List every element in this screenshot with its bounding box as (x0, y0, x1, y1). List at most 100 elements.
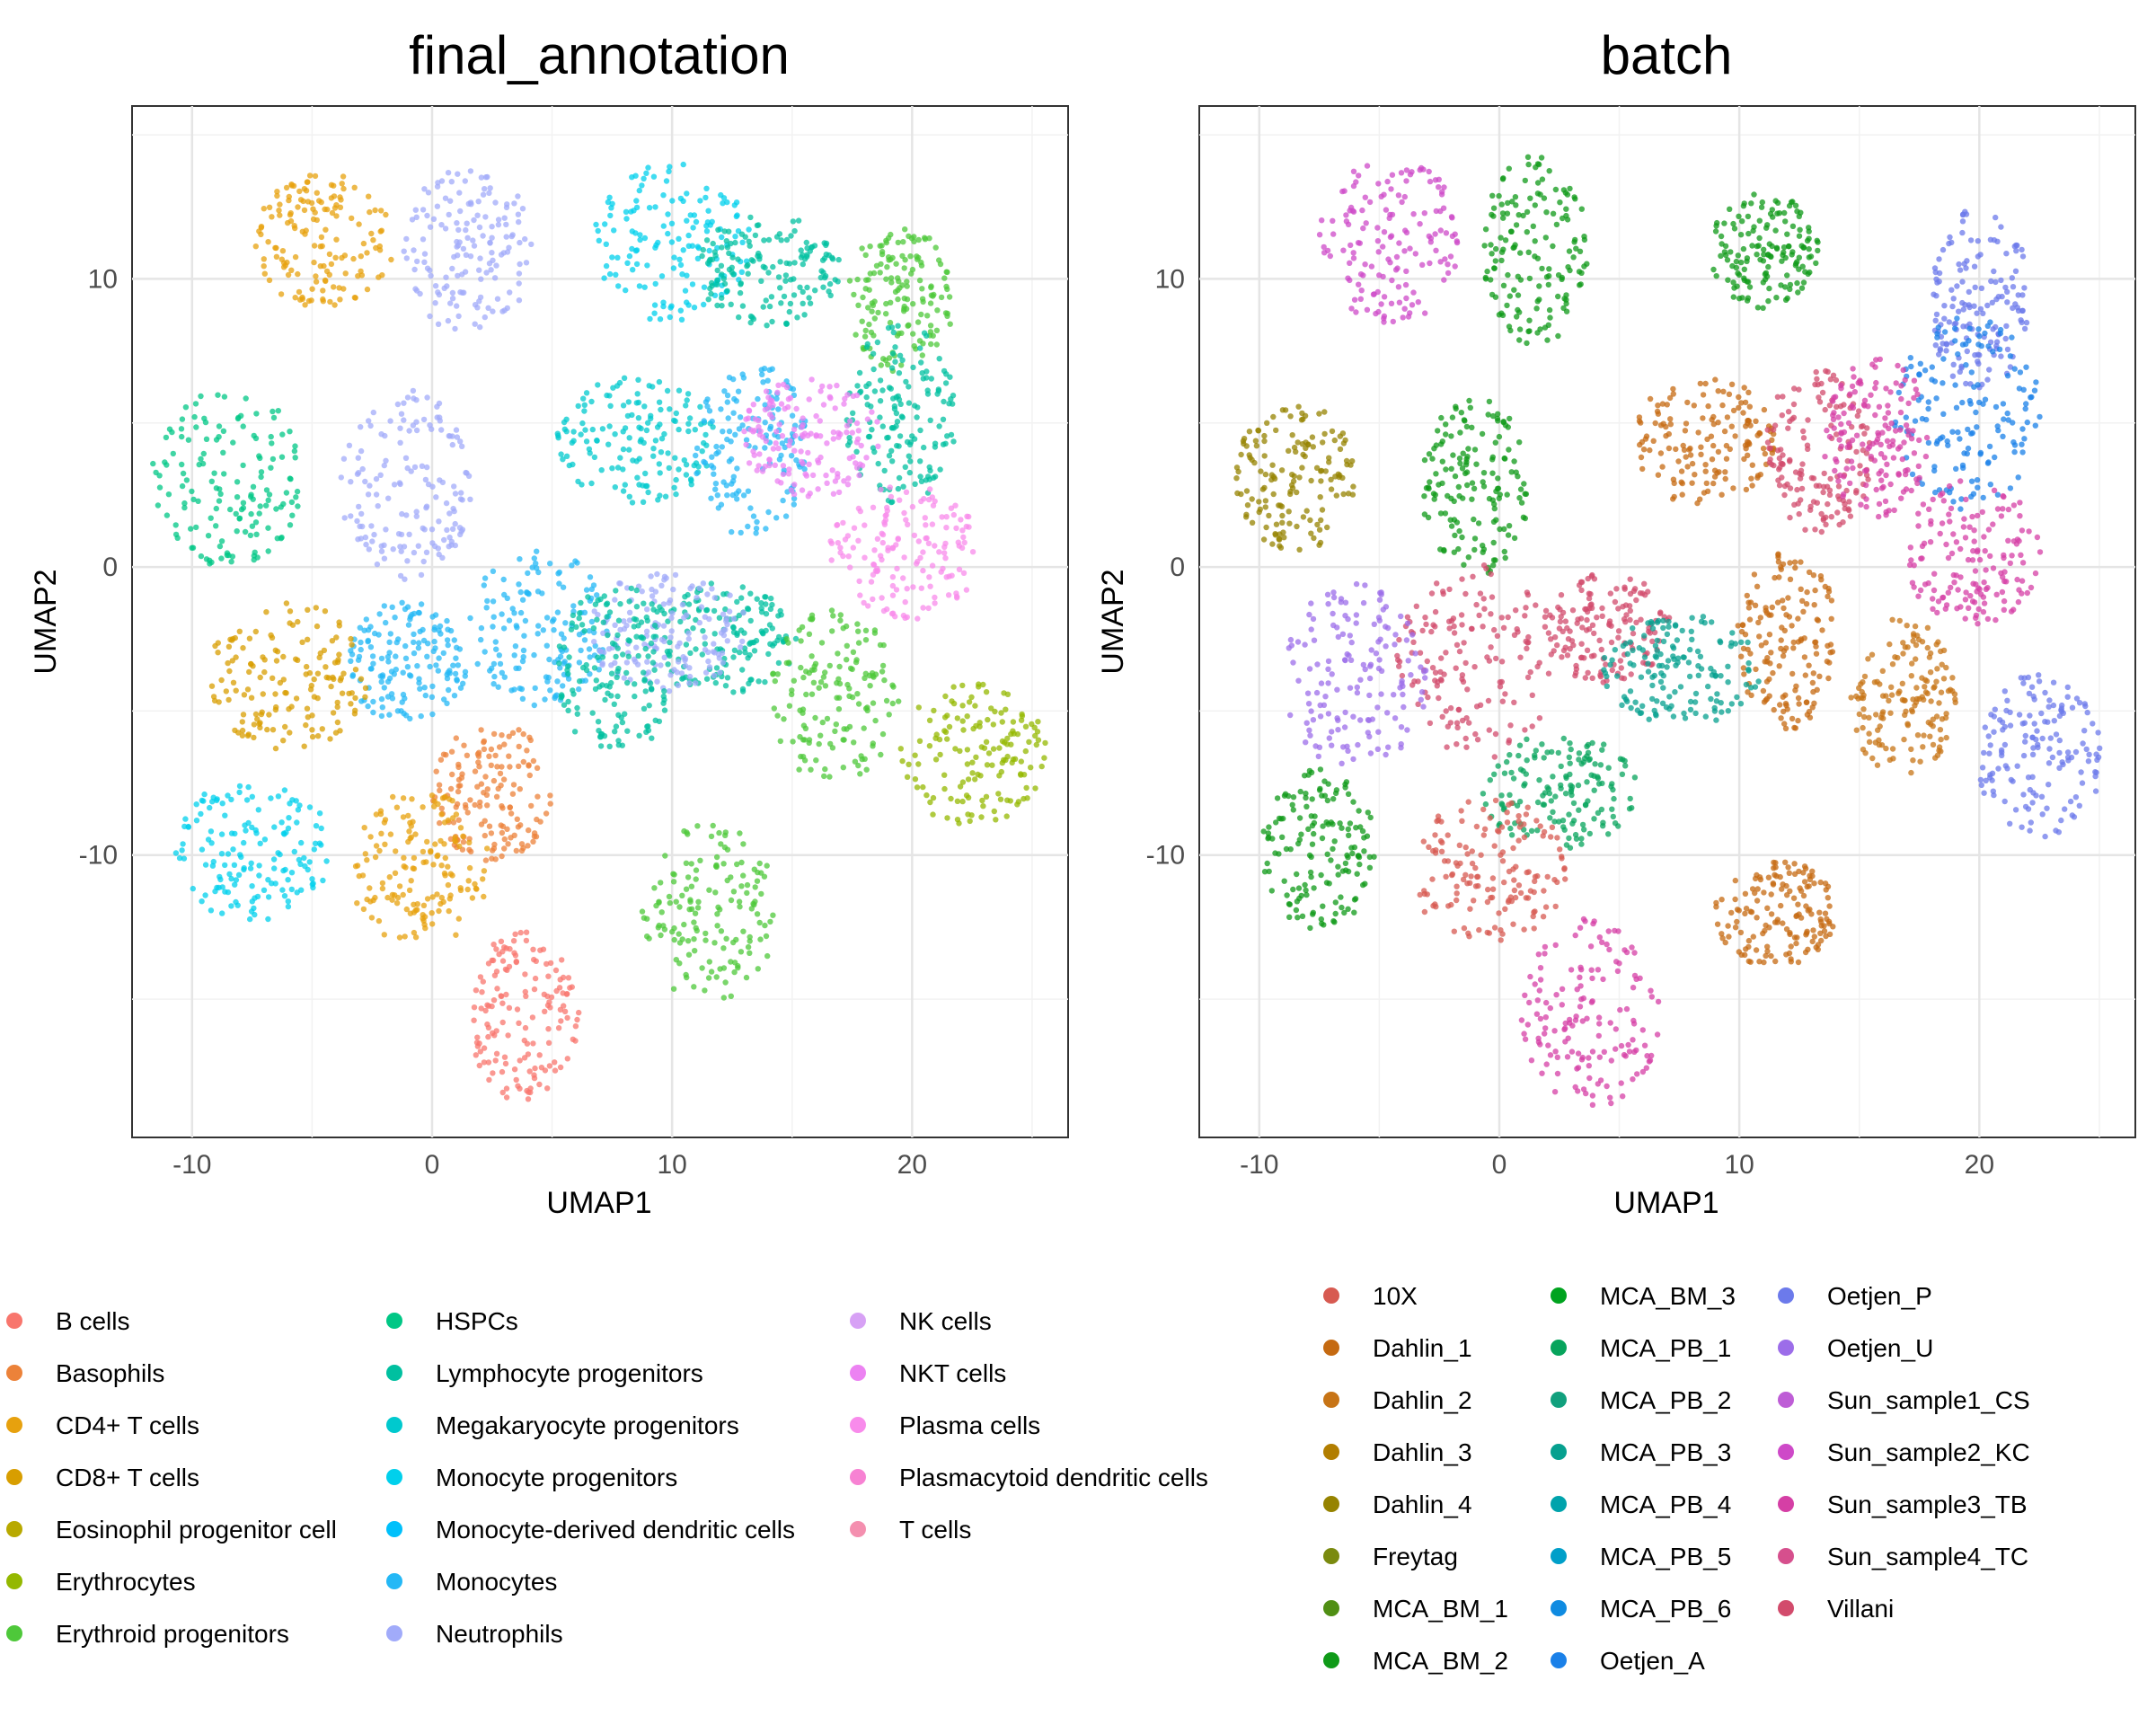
data-point (702, 641, 708, 647)
data-point (1577, 248, 1584, 254)
data-point (1749, 482, 1755, 489)
data-point (871, 388, 879, 394)
data-point (1784, 231, 1790, 237)
data-point (673, 491, 679, 498)
data-point (248, 660, 254, 668)
data-point (1502, 554, 1508, 562)
data-point (2021, 285, 2028, 291)
data-point (1813, 368, 1819, 376)
data-point (901, 296, 907, 302)
data-point (181, 500, 188, 507)
data-point (215, 650, 221, 656)
data-point (745, 488, 752, 494)
data-point (710, 240, 716, 247)
data-point (1343, 212, 1349, 218)
data-point (2019, 253, 2027, 260)
data-point (225, 643, 233, 650)
data-point (306, 859, 313, 865)
data-point (966, 699, 973, 705)
data-point (708, 290, 714, 297)
data-point (731, 202, 738, 208)
data-point (1986, 443, 1993, 450)
data-point (1798, 285, 1806, 291)
data-point (413, 509, 420, 515)
data-point (273, 658, 280, 664)
data-point (339, 254, 345, 261)
data-point (225, 659, 231, 667)
data-point (620, 429, 626, 435)
data-point (897, 285, 903, 291)
data-point (1785, 425, 1791, 431)
data-point (621, 675, 627, 681)
data-point (835, 256, 842, 263)
data-point (644, 606, 650, 613)
data-point (1546, 168, 1552, 174)
data-point (455, 226, 462, 234)
data-point (533, 834, 540, 840)
data-point (588, 618, 596, 625)
data-point (866, 433, 873, 440)
data-point (331, 205, 339, 211)
data-point (230, 679, 237, 686)
data-point (1378, 301, 1384, 307)
data-point (950, 438, 957, 445)
data-point (730, 624, 737, 631)
data-point (942, 380, 950, 386)
data-point (1521, 481, 1527, 487)
data-point (251, 556, 257, 563)
data-point (896, 698, 902, 704)
data-point (679, 271, 685, 278)
data-point (365, 491, 372, 498)
data-point (855, 701, 862, 707)
data-point (234, 479, 241, 485)
data-point (198, 393, 204, 400)
data-point (282, 866, 288, 873)
data-point (1498, 201, 1505, 208)
data-point (445, 170, 452, 176)
data-point (1538, 155, 1545, 161)
data-point (476, 267, 482, 273)
data-point (1895, 389, 1902, 396)
data-point (747, 938, 753, 944)
data-point (513, 847, 519, 854)
data-point (926, 574, 932, 580)
data-point (785, 471, 792, 477)
data-point (427, 313, 433, 320)
data-point (738, 859, 745, 866)
data-point (240, 645, 246, 651)
data-point (268, 795, 274, 801)
data-point (1982, 330, 1988, 337)
data-point (998, 710, 1004, 716)
data-point (270, 408, 276, 415)
data-point (367, 482, 373, 489)
data-point (291, 848, 297, 855)
data-point (877, 398, 884, 404)
data-point (546, 1063, 553, 1069)
data-point (557, 665, 563, 671)
data-point (561, 644, 568, 650)
data-point (1514, 314, 1520, 320)
data-point (464, 234, 471, 241)
data-point (501, 215, 508, 221)
data-point (310, 880, 316, 887)
data-point (326, 251, 333, 258)
legend-label: Erythrocytes (56, 1568, 196, 1596)
data-point (295, 503, 301, 509)
data-point (952, 502, 959, 509)
data-point (824, 440, 830, 447)
data-point (250, 483, 257, 490)
data-point (403, 512, 410, 518)
data-point (612, 431, 618, 438)
data-point (562, 620, 569, 626)
data-point (861, 725, 867, 731)
data-point (993, 817, 999, 823)
data-point (370, 409, 376, 416)
data-point (1992, 454, 1998, 461)
data-point (826, 774, 833, 780)
data-point (245, 783, 252, 791)
data-point (765, 509, 772, 516)
data-point (400, 891, 406, 898)
data-point (2015, 474, 2021, 481)
data-point (1426, 233, 1433, 240)
data-point (1984, 376, 1991, 383)
